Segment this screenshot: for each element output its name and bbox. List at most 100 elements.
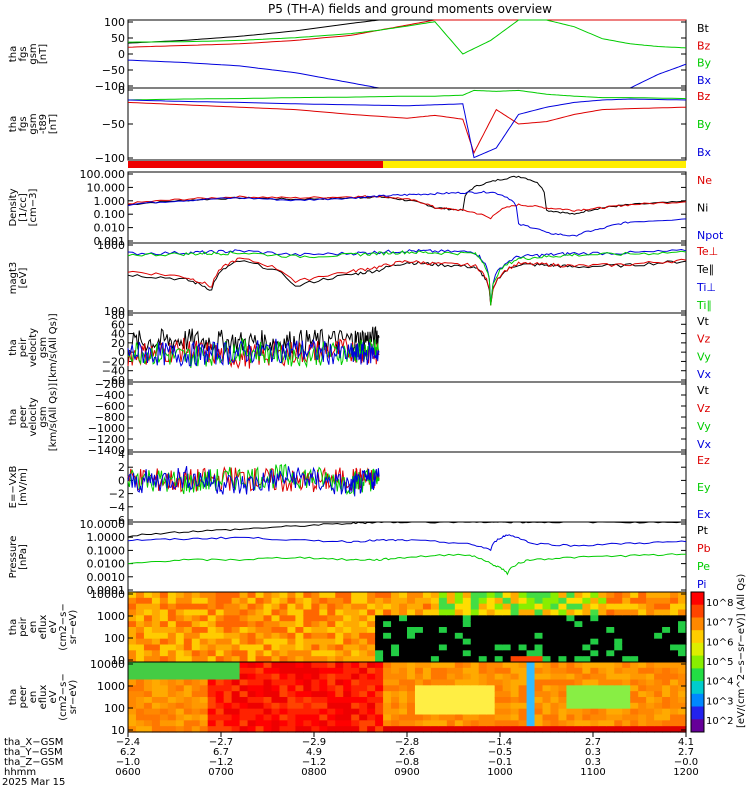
heatmap-cell [215,714,225,721]
heatmap-cell [407,632,416,640]
heatmap-cell [383,685,392,692]
heatmap-cell [638,726,647,733]
heatmap-cell [135,650,145,657]
heatmap-cell [614,632,623,640]
heatmap-cell [247,656,257,663]
heatmap-cell [430,638,440,646]
heatmap-cell [598,714,607,721]
heatmap-cell [247,615,257,622]
heatmap-cell [646,691,655,698]
heatmap-cell [128,708,137,716]
heatmap-cell [646,592,655,599]
heatmap-cell [319,621,328,628]
heatmap-cell [622,656,631,663]
heatmap-cell [335,656,344,663]
heatmap-cell [598,632,607,640]
legend-label: Pt [697,524,709,537]
heatmap-cell [510,603,520,611]
colorbar-segment [691,604,704,618]
heatmap-cell [638,597,647,605]
heatmap-cell [558,627,568,634]
heatmap-cell [478,638,488,646]
heatmap-cell [231,597,241,605]
heatmap-cell [335,603,344,611]
heatmap-cell [590,609,599,616]
heatmap-cell [151,632,161,640]
y-tick-label: −20 [102,355,125,368]
heatmap-cell [582,627,591,634]
heatmap-cell [510,650,520,657]
heatmap-cell [438,726,448,733]
heatmap-cell [383,708,392,716]
heatmap-cell [550,726,560,733]
heatmap-cell [247,691,257,698]
heatmap-cell [638,644,647,651]
heatmap-cell [646,708,655,716]
heatmap-cell [606,609,615,616]
heatmap-cell [670,597,679,605]
heatmap-cell [135,691,145,698]
heatmap-cell [407,615,416,622]
heatmap-cell [414,667,424,675]
heatmap-cell [446,632,456,640]
x-tick-value: −0.1 [488,757,512,768]
heatmap-cell [630,615,639,622]
y-tick-label: −600 [95,400,125,413]
heatmap-cell [542,615,552,622]
heatmap-cell [143,632,153,640]
heatmap-cell [518,638,528,646]
heatmap-cell [367,597,376,605]
heatmap-cell [470,662,480,669]
heatmap-cell [383,662,392,669]
heatmap-cell [167,644,177,651]
heatmap-cell [383,714,392,721]
heatmap-cell [470,708,480,716]
heatmap-cell [311,627,320,634]
heatmap-cell [462,609,472,616]
heatmap-cell [454,679,464,686]
heatmap-cell [279,638,289,646]
heatmap-cell [606,603,615,611]
heatmap-cell [550,615,560,622]
heatmap-cell [191,673,201,681]
heatmap-cell [422,615,432,622]
heatmap-cell [462,691,472,698]
panel-pressure: 10.00001.00000.10000.01000.00100.0001Pre… [8,518,711,597]
heatmap-cell [407,708,416,716]
heatmap-cell [151,662,161,669]
series-Bt-line [127,19,686,44]
heatmap-cell [470,679,480,686]
heatmap-cell [430,609,440,616]
heatmap-cell [167,603,177,611]
heatmap-cell [255,685,265,692]
heatmap-cell [335,650,344,657]
heatmap-cell [135,708,145,716]
heatmap-cell [391,702,400,710]
heatmap-cell [534,697,544,704]
heatmap-cell [231,691,241,698]
y-tick-label: −1200 [88,433,125,446]
heatmap-cell [550,662,560,669]
heatmap-cell [438,667,448,675]
heatmap-cell [319,714,328,721]
heatmap-cell [351,609,360,616]
heatmap-cell [462,644,472,651]
heatmap-cell [446,702,456,710]
heatmap-cell [606,656,615,663]
heatmap-cell [207,726,217,733]
heatmap-cell [263,667,273,675]
heatmap-cell [239,720,249,727]
legend-label: Bt [697,22,710,35]
heatmap-cell [638,615,647,622]
heatmap-cell [271,685,281,692]
heatmap-cell [478,615,488,622]
heatmap-cell [430,621,440,628]
heatmap-cell [646,644,655,651]
heatmap-cell [526,702,536,710]
heatmap-cell [438,656,448,663]
heatmap-cell [558,644,568,651]
colorbar-segment [691,681,704,695]
heatmap-cell [311,597,320,605]
heatmap-cell [175,708,185,716]
